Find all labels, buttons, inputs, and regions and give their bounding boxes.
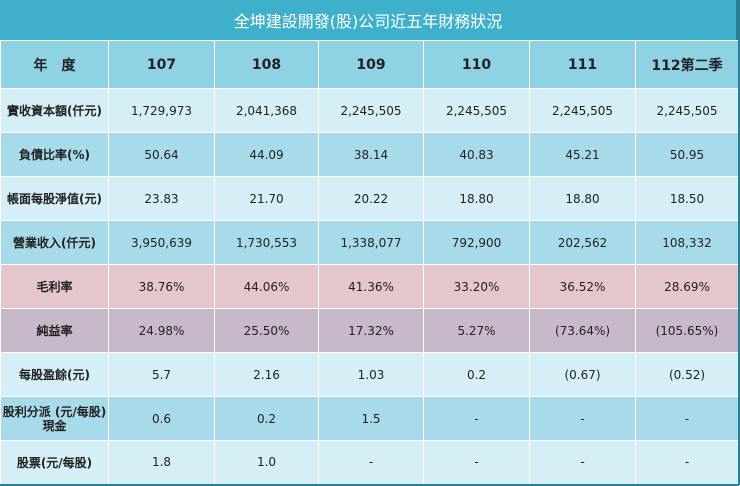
cell-value: - [423, 396, 530, 441]
cell-value: 33.20% [423, 264, 530, 309]
cell-value: 792,900 [423, 220, 530, 265]
cell-value: 2,245,505 [529, 88, 636, 133]
table-row: 毛利率 38.76% 44.06% 41.36% 33.20% 36.52% 2… [0, 264, 739, 309]
row-label-line1: 股利分派 (元/每股) [2, 404, 107, 419]
cell-value: 2,245,505 [423, 88, 530, 133]
row-label: 股票(元/每股) [0, 440, 109, 486]
header-year-label: 年 度 [0, 40, 109, 89]
table-row: 營業收入(仟元) 3,950,639 1,730,553 1,338,077 7… [0, 220, 739, 265]
cell-value: 38.14 [318, 132, 424, 177]
right-border [738, 0, 740, 485]
cell-value: 1.03 [318, 352, 424, 397]
cell-value: 2,041,368 [214, 88, 319, 133]
row-label: 實收資本額(仟元) [0, 88, 109, 133]
row-label: 純益率 [0, 308, 109, 353]
table-row: 帳面每股淨值(元) 23.83 21.70 20.22 18.80 18.80 … [0, 176, 739, 221]
cell-value: 2,245,505 [318, 88, 424, 133]
cell-value: 18.80 [529, 176, 636, 221]
table-row: 每股盈餘(元) 5.7 2.16 1.03 0.2 (0.67) (0.52) [0, 352, 739, 397]
cell-value: 17.32% [318, 308, 424, 353]
header-year: 111 [529, 40, 636, 89]
row-label: 營業收入(仟元) [0, 220, 109, 265]
cell-value: 5.27% [423, 308, 530, 353]
table-row: 實收資本額(仟元) 1,729,973 2,041,368 2,245,505 … [0, 88, 739, 133]
cell-value: 2,245,505 [635, 88, 739, 133]
cell-value: 108,332 [635, 220, 739, 265]
cell-value: 18.80 [423, 176, 530, 221]
cell-value: 18.50 [635, 176, 739, 221]
cell-value: 44.09 [214, 132, 319, 177]
cell-value: (0.52) [635, 352, 739, 397]
row-label: 負債比率(%) [0, 132, 109, 177]
cell-value: 44.06% [214, 264, 319, 309]
cell-value: 3,950,639 [108, 220, 215, 265]
row-label: 帳面每股淨值(元) [0, 176, 109, 221]
row-label: 毛利率 [0, 264, 109, 309]
cell-value: - [635, 396, 739, 441]
cell-value: 1.8 [108, 440, 215, 486]
cell-value: 0.2 [214, 396, 319, 441]
cell-value: 2.16 [214, 352, 319, 397]
cell-value: 202,562 [529, 220, 636, 265]
cell-value: 40.83 [423, 132, 530, 177]
header-year: 112第二季 [635, 40, 739, 89]
cell-value: 24.98% [108, 308, 215, 353]
cell-value: - [423, 440, 530, 486]
cell-value: 1,729,973 [108, 88, 215, 133]
header-year: 107 [108, 40, 215, 89]
cell-value: 23.83 [108, 176, 215, 221]
cell-value: 38.76% [108, 264, 215, 309]
cell-value: (0.67) [529, 352, 636, 397]
cell-value: 36.52% [529, 264, 636, 309]
cell-value: 25.50% [214, 308, 319, 353]
cell-value: - [529, 440, 636, 486]
cell-value: (105.65%) [635, 308, 739, 353]
cell-value: 1,338,077 [318, 220, 424, 265]
row-label: 股利分派 (元/每股) 現金 [0, 396, 109, 441]
header-row: 年 度 107 108 109 110 111 112第二季 [0, 40, 739, 89]
header-year: 109 [318, 40, 424, 89]
cell-value: - [635, 440, 739, 486]
cell-value: 5.7 [108, 352, 215, 397]
header-year: 110 [423, 40, 530, 89]
cell-value: 1,730,553 [214, 220, 319, 265]
cell-value: 1.0 [214, 440, 319, 486]
table-title: 全坤建設開發(股)公司近五年財務狀況 [0, 0, 738, 40]
table-row: 純益率 24.98% 25.50% 17.32% 5.27% (73.64%) … [0, 308, 739, 353]
cell-value: 41.36% [318, 264, 424, 309]
cell-value: - [318, 440, 424, 486]
cell-value: 21.70 [214, 176, 319, 221]
cell-value: (73.64%) [529, 308, 636, 353]
cell-value: 1.5 [318, 396, 424, 441]
table-row: 負債比率(%) 50.64 44.09 38.14 40.83 45.21 50… [0, 132, 739, 177]
cell-value: 50.95 [635, 132, 739, 177]
cell-value: 50.64 [108, 132, 215, 177]
row-label: 每股盈餘(元) [0, 352, 109, 397]
header-year: 108 [214, 40, 319, 89]
table-row: 股利分派 (元/每股) 現金 0.6 0.2 1.5 - - - [0, 396, 739, 441]
cell-value: - [529, 396, 636, 441]
cell-value: 0.2 [423, 352, 530, 397]
cell-value: 45.21 [529, 132, 636, 177]
financial-table: 年 度 107 108 109 110 111 112第二季 實收資本額(仟元)… [0, 40, 739, 486]
cell-value: 20.22 [318, 176, 424, 221]
cell-value: 0.6 [108, 396, 215, 441]
row-label-line2: 現金 [42, 418, 67, 433]
table-row: 股票(元/每股) 1.8 1.0 - - - - [0, 440, 739, 486]
cell-value: 28.69% [635, 264, 739, 309]
